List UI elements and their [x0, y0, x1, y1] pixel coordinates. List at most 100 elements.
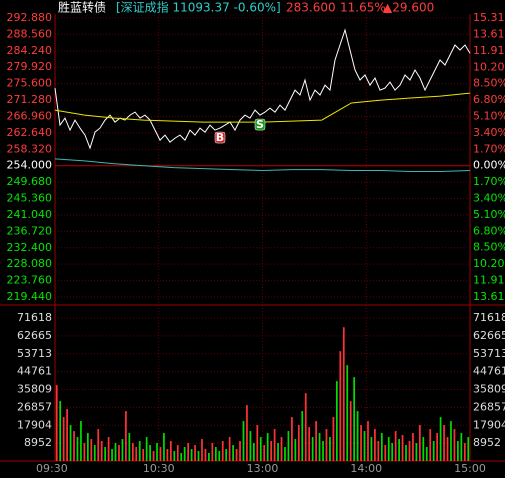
y-tick-label: 258.320	[7, 142, 53, 155]
volume-bar	[104, 447, 107, 461]
volume-bar	[405, 445, 407, 461]
volume-bar	[142, 449, 145, 461]
volume-bar	[93, 445, 96, 461]
volume-bar	[263, 445, 266, 461]
volume-bar	[156, 443, 158, 461]
y-tick-label: 228.080	[7, 257, 53, 270]
volume-bar	[377, 441, 380, 461]
y-tick-label: 62665	[473, 329, 505, 342]
volume-bar	[173, 451, 176, 461]
volume-bar	[322, 441, 324, 461]
volume-bar	[439, 417, 442, 461]
volume-bar	[380, 433, 383, 461]
volume-bar	[425, 447, 428, 461]
y-tick-label: 35809	[17, 383, 52, 396]
y-tick-label: 17904	[17, 418, 52, 431]
volume-bar	[412, 433, 414, 461]
volume-bar	[353, 377, 356, 461]
y2-tick-label: 3.40%	[473, 126, 505, 139]
volume-bar	[415, 443, 418, 461]
volume-bar	[228, 437, 231, 461]
volume-bar	[239, 441, 241, 461]
y-tick-label: 44761	[473, 365, 505, 378]
y-tick-label: 262.640	[7, 126, 53, 139]
volume-bar	[436, 433, 439, 461]
volume-bar	[360, 425, 362, 461]
y2-tick-label: 0.00%	[473, 159, 505, 172]
volume-bar	[284, 447, 286, 461]
x-tick-label: 13:00	[247, 462, 279, 475]
volume-bar	[249, 431, 252, 461]
y-tick-label: 53713	[473, 347, 505, 360]
volume-bar	[394, 431, 397, 461]
y-tick-label: 8952	[473, 436, 501, 449]
volume-bar	[391, 443, 394, 461]
volume-bar	[450, 421, 452, 461]
volume-bar	[342, 327, 345, 461]
volume-bar	[107, 437, 110, 461]
y2-tick-label: 8.50%	[473, 241, 505, 254]
volume-bar	[356, 411, 359, 461]
volume-bar	[180, 453, 183, 461]
trade-label: S	[256, 118, 264, 131]
y-tick-label: 254.000	[7, 159, 53, 172]
y-tick-label: 26857	[17, 400, 52, 413]
y-tick-label: 17904	[473, 418, 505, 431]
volume-bar	[131, 443, 134, 461]
volume-bar	[111, 449, 113, 461]
y-tick-label: 271.280	[7, 93, 53, 106]
volume-bar	[291, 417, 293, 461]
volume-bar	[418, 425, 421, 461]
y2-tick-label: 1.70%	[473, 142, 505, 155]
trade-label: B	[216, 131, 224, 144]
y-tick-label: 232.400	[7, 241, 53, 254]
volume-bar	[463, 443, 466, 461]
volume-bar	[252, 443, 255, 461]
volume-bar	[169, 441, 172, 461]
volume-bar	[159, 447, 162, 461]
volume-bar	[467, 437, 470, 461]
trade-marker	[214, 131, 226, 144]
volume-bar	[208, 453, 210, 461]
volume-bar	[149, 445, 151, 461]
volume-bar	[135, 447, 138, 461]
volume-bar	[304, 393, 307, 461]
volume-bar	[97, 429, 100, 461]
volume-bar	[335, 381, 338, 461]
volume-bar	[121, 439, 124, 461]
volume-bar	[211, 443, 214, 461]
change: ▲29.600	[383, 1, 434, 15]
volume-bar	[204, 449, 207, 461]
volume-bar	[297, 425, 300, 461]
volume-bar	[100, 441, 103, 461]
y-tick-label: 266.960	[7, 109, 53, 122]
volume-bar	[457, 441, 459, 461]
y-tick-label: 8952	[24, 436, 52, 449]
volume-bar	[190, 449, 193, 461]
volume-bar	[183, 447, 186, 461]
x-tick-label: 14:00	[350, 462, 382, 475]
volume-bar	[55, 385, 58, 461]
volume-bar	[62, 417, 65, 461]
y2-tick-label: 10.20	[473, 257, 505, 270]
volume-bar	[80, 421, 82, 461]
volume-bar	[408, 441, 411, 461]
y2-tick-label: 11.91	[473, 274, 505, 287]
volume-bar	[460, 433, 463, 461]
volume-bar	[221, 441, 224, 461]
y-tick-label: 236.720	[7, 224, 53, 237]
volume-bar	[145, 437, 148, 461]
volume-bar	[266, 433, 269, 461]
volume-bar	[363, 431, 366, 461]
y-tick-label: 249.680	[7, 175, 53, 188]
volume-bar	[432, 441, 435, 461]
volume-bar	[453, 429, 456, 461]
volume-bar	[429, 429, 432, 461]
y2-tick-label: 5.10%	[473, 109, 505, 122]
x-tick-label: 10:30	[143, 462, 175, 475]
volume-bar	[339, 351, 342, 461]
y2-tick-label: 5.10%	[473, 208, 505, 221]
volume-bar	[83, 443, 86, 461]
